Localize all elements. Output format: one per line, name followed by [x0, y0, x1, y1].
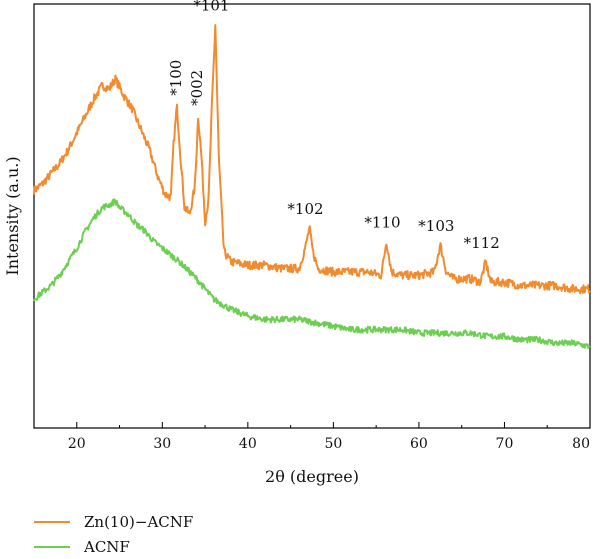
peak-label: *100 — [167, 60, 185, 96]
x-axis-ticks: 20 30 40 50 60 70 80 — [33, 422, 591, 452]
legend-item-zn10-acnf: Zn(10)−ACNF — [34, 513, 193, 531]
plot-frame — [33, 3, 591, 429]
peak-label: *101 — [193, 0, 229, 14]
y-axis-label: Intensity (a.u.) — [3, 156, 22, 275]
x-tick-label: 60 — [410, 436, 428, 452]
peak-label: *112 — [464, 234, 500, 252]
legend-swatch-acnf — [34, 546, 70, 548]
peak-label: *103 — [418, 217, 454, 235]
legend-label-zn10-acnf: Zn(10)−ACNF — [84, 513, 194, 531]
x-tick-label: 20 — [68, 436, 86, 452]
legend-label-acnf: ACNF — [84, 538, 130, 556]
x-tick-label: 30 — [153, 436, 171, 452]
legend-swatch-zn10-acnf — [34, 521, 70, 523]
legend-item-acnf: ACNF — [34, 538, 130, 556]
x-tick-label: 50 — [324, 436, 342, 452]
x-tick-label: 70 — [496, 436, 514, 452]
series-line-acnf — [33, 198, 591, 349]
peak-label: *110 — [364, 213, 400, 231]
series-line-zn10-acnf — [33, 24, 591, 295]
peak-label: *102 — [287, 200, 323, 218]
x-axis-label: 2θ (degree) — [265, 467, 359, 486]
x-tick-label: 40 — [239, 436, 257, 452]
x-tick-label: 80 — [572, 436, 590, 452]
peak-annotations: *101 *100 *002 *102 *110 *103 *112 — [167, 0, 500, 252]
series-layer — [33, 24, 591, 349]
xrd-chart: 20 30 40 50 60 70 80 *101*100 *002*102*110 *103*… — [3, 0, 591, 486]
peak-label: *002 — [188, 70, 206, 106]
